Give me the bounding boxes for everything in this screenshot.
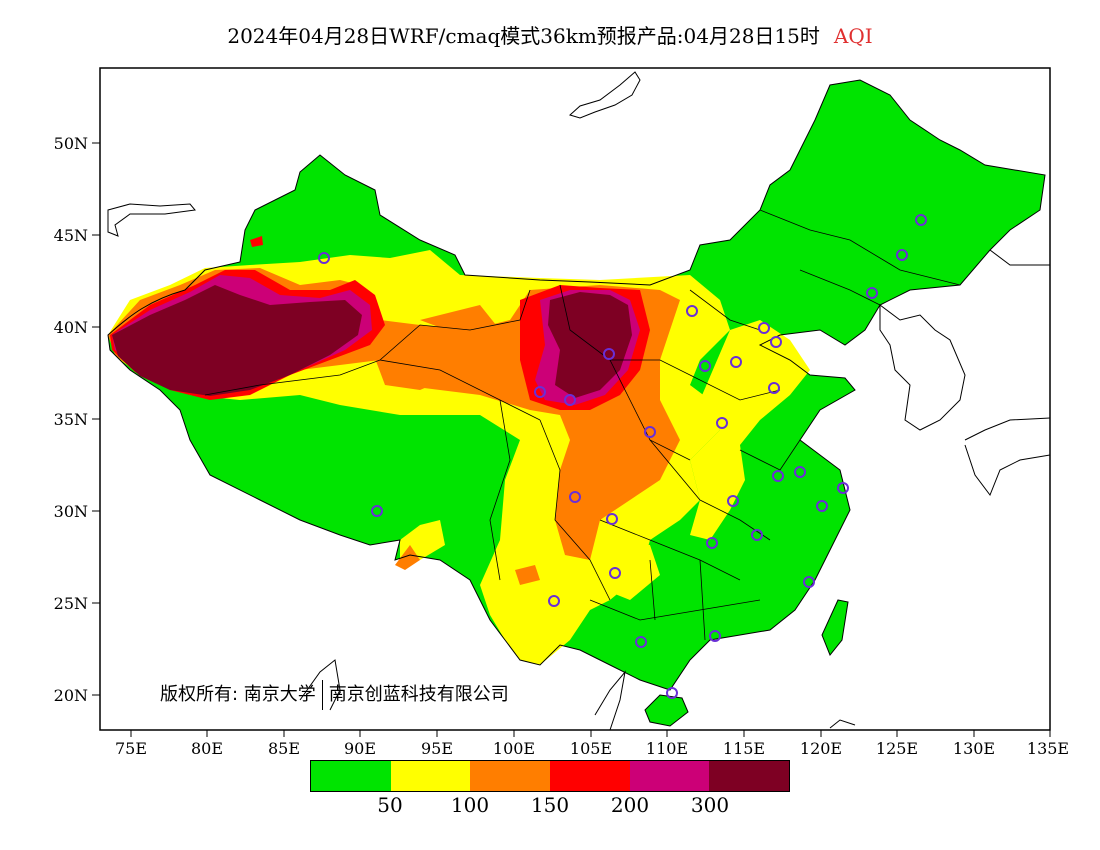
lon-label: 110E — [646, 739, 688, 758]
station-marker — [772, 470, 784, 482]
lon-label: 75E — [115, 739, 147, 758]
lon-label: 85E — [268, 739, 300, 758]
lat-label: 50N — [54, 134, 88, 153]
station-marker — [837, 482, 849, 494]
station-marker — [564, 394, 576, 406]
hainan-outline — [644, 694, 689, 727]
station-marker — [896, 249, 908, 261]
aqi-band-300plus — [112, 285, 362, 396]
station-marker — [635, 636, 647, 648]
station-marker — [318, 252, 330, 264]
map-frame — [99, 67, 1051, 731]
station-marker — [709, 630, 721, 642]
legend-label: 100 — [450, 793, 490, 817]
aqi-legend — [310, 760, 790, 792]
station-marker — [768, 382, 780, 394]
lat-label: 20N — [54, 686, 88, 705]
station-marker — [915, 214, 927, 226]
legend-swatch — [311, 761, 391, 791]
legend-label: 150 — [530, 793, 570, 817]
station-marker — [716, 417, 728, 429]
station-marker — [609, 567, 621, 579]
lat-axis: 20N 25N 30N 35N 40N 45N 50N — [54, 134, 100, 705]
copyright-left: 版权所有: 南京大学 — [160, 684, 316, 705]
map-title: 2024年04月28日WRF/cmaq模式36km预报产品:04月28日15时 A… — [0, 20, 1100, 49]
lon-label: 115E — [723, 739, 765, 758]
lon-label: 130E — [953, 739, 995, 758]
legend-label: 300 — [690, 793, 730, 817]
station-marker — [758, 322, 770, 334]
station-marker — [866, 287, 878, 299]
station-marker — [548, 595, 560, 607]
lat-label: 35N — [54, 410, 88, 429]
aqi-patch-200-w — [250, 236, 263, 247]
lat-label: 45N — [54, 226, 88, 245]
taiwan-island — [822, 600, 848, 655]
hainan-island — [645, 695, 688, 726]
legend-label: 50 — [377, 793, 403, 817]
taiwan-outline — [821, 599, 849, 656]
station-marker — [666, 687, 678, 699]
station-marker — [803, 576, 815, 588]
station-marker — [534, 386, 546, 398]
copyright-separator — [321, 680, 323, 710]
lon-label: 125E — [876, 739, 918, 758]
lon-axis: 75E 80E 85E 90E 95E 100E 105E 110E 115E … — [115, 730, 1069, 758]
station-markers — [318, 214, 927, 699]
legend-label: 200 — [610, 793, 650, 817]
lon-label: 135E — [1027, 739, 1069, 758]
legend-swatch — [550, 761, 630, 791]
station-marker — [794, 466, 806, 478]
title-product: AQI — [833, 24, 873, 48]
lat-label: 40N — [54, 318, 88, 337]
lon-label: 80E — [191, 739, 223, 758]
legend-swatch — [629, 761, 710, 791]
lon-label: 95E — [421, 739, 453, 758]
station-marker — [686, 305, 698, 317]
station-marker — [699, 360, 711, 372]
neighbor-coastlines — [107, 71, 1050, 730]
aqi-patch-150-sw — [395, 545, 420, 570]
aqi-patch-100-east — [690, 320, 810, 540]
copyright-notice: 版权所有: 南京大学 南京创蓝科技有限公司 — [160, 680, 509, 710]
aqi-patch-150-n — [420, 305, 500, 335]
station-marker — [569, 491, 581, 503]
map-body — [107, 71, 1050, 730]
station-marker — [706, 537, 718, 549]
station-marker — [730, 356, 742, 368]
lon-label: 105E — [570, 739, 612, 758]
station-marker — [727, 495, 739, 507]
legend-swatch — [390, 761, 471, 791]
aqi-patch-100-south — [605, 540, 660, 600]
aqi-patch-150-s — [515, 565, 540, 585]
lat-label: 30N — [54, 502, 88, 521]
station-marker — [816, 500, 828, 512]
station-marker — [371, 505, 383, 517]
station-marker — [606, 513, 618, 525]
station-marker — [770, 336, 782, 348]
station-marker — [751, 529, 763, 541]
title-text: 2024年04月28日WRF/cmaq模式36km预报产品:04月28日15时 — [227, 24, 820, 48]
station-marker — [644, 426, 656, 438]
lat-label: 25N — [54, 594, 88, 613]
lon-label: 90E — [344, 739, 376, 758]
station-marker — [603, 348, 615, 360]
copyright-right: 南京创蓝科技有限公司 — [328, 684, 509, 705]
legend-swatch — [709, 761, 790, 791]
lon-label: 100E — [493, 739, 535, 758]
legend-swatch — [470, 761, 551, 791]
lon-label: 120E — [800, 739, 842, 758]
aqi-patch-150-center — [370, 335, 455, 390]
